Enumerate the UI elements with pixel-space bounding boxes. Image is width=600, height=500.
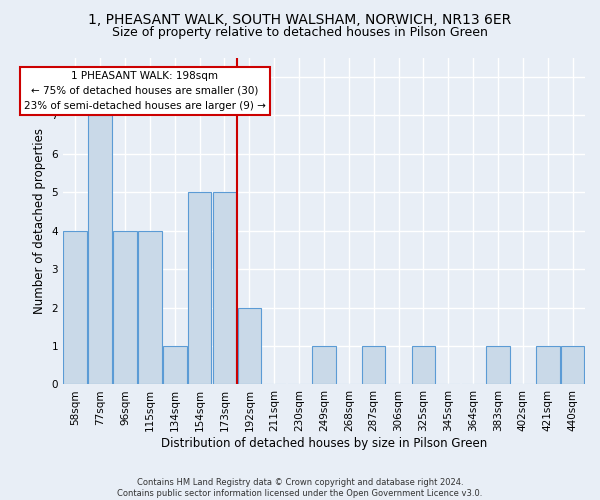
Bar: [113, 230, 137, 384]
Text: 1 PHEASANT WALK: 198sqm
← 75% of detached houses are smaller (30)
23% of semi-de: 1 PHEASANT WALK: 198sqm ← 75% of detache…: [24, 71, 266, 110]
Text: 1, PHEASANT WALK, SOUTH WALSHAM, NORWICH, NR13 6ER: 1, PHEASANT WALK, SOUTH WALSHAM, NORWICH…: [88, 12, 512, 26]
Bar: [163, 346, 187, 385]
Bar: [362, 346, 385, 385]
Bar: [212, 192, 236, 384]
Bar: [412, 346, 435, 385]
Bar: [138, 230, 161, 384]
Y-axis label: Number of detached properties: Number of detached properties: [33, 128, 46, 314]
X-axis label: Distribution of detached houses by size in Pilson Green: Distribution of detached houses by size …: [161, 437, 487, 450]
Bar: [486, 346, 510, 385]
Bar: [64, 230, 87, 384]
Bar: [561, 346, 584, 385]
Bar: [536, 346, 560, 385]
Bar: [312, 346, 336, 385]
Bar: [188, 192, 211, 384]
Bar: [238, 308, 261, 384]
Bar: [88, 115, 112, 384]
Text: Contains HM Land Registry data © Crown copyright and database right 2024.
Contai: Contains HM Land Registry data © Crown c…: [118, 478, 482, 498]
Text: Size of property relative to detached houses in Pilson Green: Size of property relative to detached ho…: [112, 26, 488, 39]
